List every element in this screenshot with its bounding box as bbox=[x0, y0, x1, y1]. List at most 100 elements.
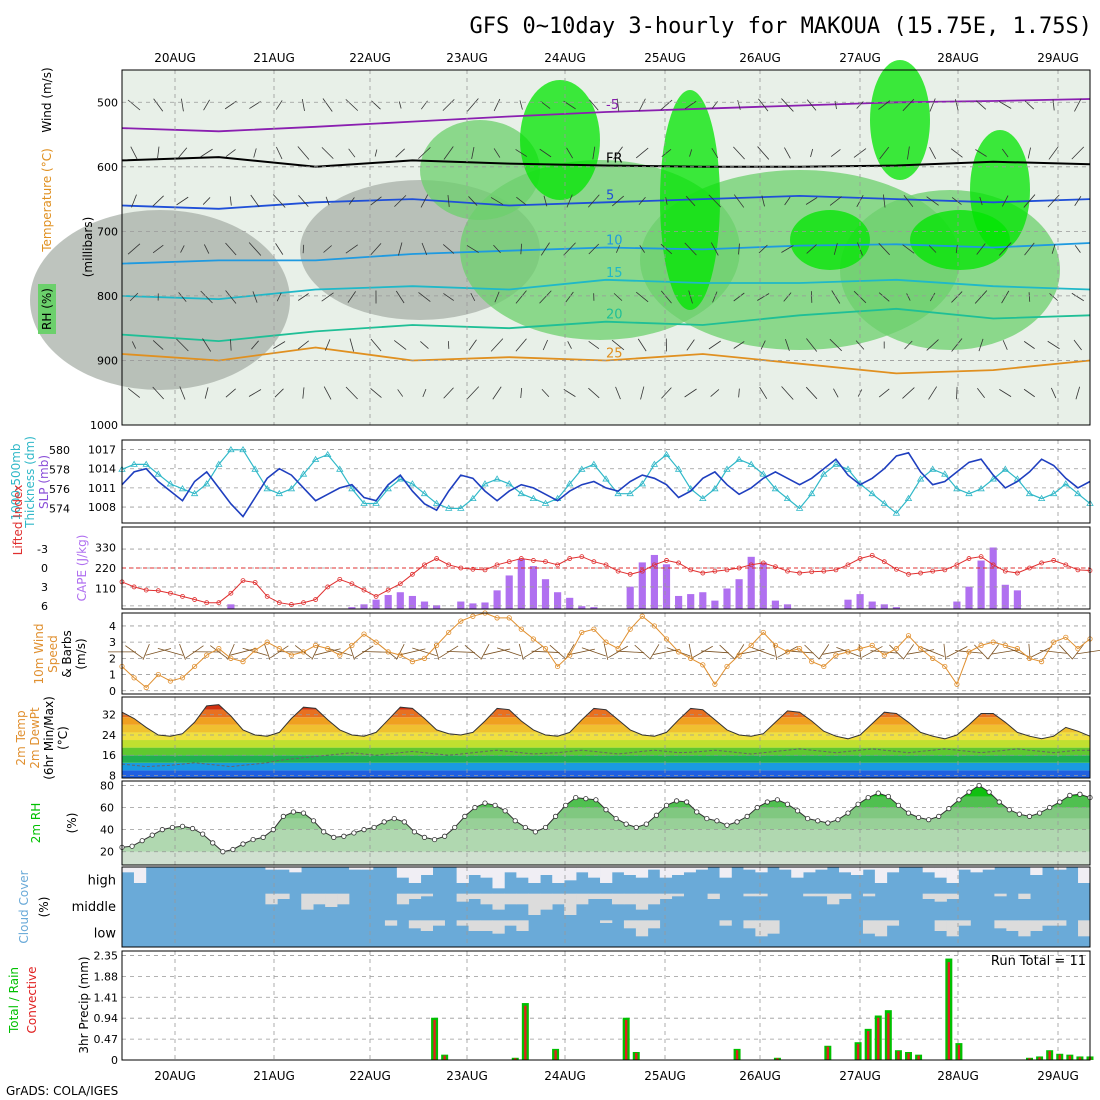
wind-point-27 bbox=[446, 629, 452, 636]
cape-bar-71 bbox=[977, 560, 985, 609]
ua-barb-0-2 bbox=[131, 194, 137, 208]
ua-barb-5-1 bbox=[253, 148, 257, 158]
ua-barb-3-5 bbox=[202, 338, 212, 352]
cape-bar-50 bbox=[723, 588, 731, 609]
thickness-point-79 bbox=[1074, 489, 1082, 497]
thickness-point-64 bbox=[892, 509, 901, 516]
rh-point-47 bbox=[593, 797, 599, 803]
cloud-high-80 bbox=[1078, 867, 1091, 883]
cloud-middle-57 bbox=[803, 893, 816, 897]
wind-barb-44 bbox=[649, 644, 660, 660]
ua-y-tick-2: 700 bbox=[97, 225, 118, 238]
cape-bar-72 bbox=[989, 547, 997, 609]
isotherm-label-6: 25 bbox=[606, 346, 623, 361]
conv-bar-77 bbox=[897, 1051, 900, 1060]
wind-point-28 bbox=[458, 618, 464, 624]
lifted-point-52 bbox=[748, 562, 754, 568]
lifted-point-76 bbox=[1039, 560, 1044, 566]
cloud-middle-41 bbox=[611, 893, 625, 905]
lifted-point-13 bbox=[276, 600, 282, 606]
thickness-point-31 bbox=[493, 475, 501, 482]
ua-barb-18-1 bbox=[566, 147, 574, 159]
lifted-point-10 bbox=[240, 578, 246, 584]
ua-barb-3-3 bbox=[203, 244, 210, 254]
ua-barb-4-4 bbox=[225, 290, 237, 304]
wind-point-34 bbox=[530, 636, 537, 642]
cloud-high-36 bbox=[552, 867, 565, 883]
thickness-point-78 bbox=[1062, 480, 1070, 487]
cloud-high-70 bbox=[958, 867, 971, 870]
ua-barb-15-5 bbox=[490, 338, 504, 352]
cape-bar-26 bbox=[433, 605, 441, 609]
cloud-low-30 bbox=[480, 920, 493, 931]
wind-point-68 bbox=[942, 663, 948, 670]
conv-bar-70 bbox=[826, 1046, 829, 1060]
ua-barb-16-3 bbox=[520, 243, 522, 255]
cloud-low-31 bbox=[492, 920, 505, 934]
ua-barb-31-0 bbox=[878, 100, 891, 110]
cape-bar-47 bbox=[687, 594, 695, 609]
cloud-ylabel: Cloud Cover bbox=[17, 870, 31, 943]
cloud-high-67 bbox=[922, 867, 935, 873]
thickness-point-68 bbox=[941, 470, 949, 477]
ua-barb-3-4 bbox=[200, 290, 213, 304]
rh-point-90 bbox=[1026, 813, 1033, 819]
wind-barb-78 bbox=[1058, 644, 1073, 660]
wind-point-65 bbox=[905, 633, 912, 639]
cloud-high-63 bbox=[874, 867, 888, 883]
rh-point-56 bbox=[684, 799, 690, 805]
thickness-point-17 bbox=[323, 450, 332, 458]
cape-bar-37 bbox=[566, 597, 574, 609]
cape-bar-62 bbox=[868, 601, 876, 609]
rh-point-64 bbox=[764, 799, 770, 805]
conv-bar-95 bbox=[1078, 1057, 1082, 1060]
bottom-x-tick-7: 27AUG bbox=[839, 1069, 881, 1083]
lifted-point-36 bbox=[555, 562, 560, 568]
rh-unit-line-0: (%) bbox=[65, 813, 79, 834]
cape-tick-0: 110 bbox=[95, 583, 116, 596]
cape-tick-2: 330 bbox=[95, 542, 116, 555]
ua-barb-31-3 bbox=[878, 242, 890, 256]
wind-barb-31 bbox=[483, 648, 511, 656]
rh-tick-2: 60 bbox=[100, 802, 114, 815]
wind-point-3 bbox=[155, 671, 161, 678]
wind-point-14 bbox=[288, 652, 294, 658]
rh-point-72 bbox=[845, 810, 851, 816]
wind-point-58 bbox=[821, 663, 827, 670]
top-x-tick-2: 22AUG bbox=[349, 51, 391, 65]
cloud-high-42 bbox=[623, 867, 637, 875]
ua-barb-12-1 bbox=[418, 147, 431, 159]
ua-barb-32-1 bbox=[907, 146, 910, 160]
cape-bar-20 bbox=[360, 604, 368, 609]
ua-barb-39-6 bbox=[1075, 386, 1081, 400]
wind-point-62 bbox=[869, 642, 875, 649]
ua-barb-11-2 bbox=[394, 195, 407, 207]
conv-bar-94 bbox=[1068, 1055, 1071, 1060]
precip-tick-1: 0.47 bbox=[94, 1033, 119, 1046]
wind-barb-8 bbox=[210, 645, 228, 659]
rh-patch-6 bbox=[520, 80, 600, 200]
cloud-middle-25 bbox=[420, 893, 434, 897]
cloud-high-34 bbox=[528, 867, 541, 883]
rh-patch-9 bbox=[790, 210, 870, 270]
ua-y-tick-3: 800 bbox=[97, 290, 118, 303]
thickness-point-25 bbox=[420, 489, 429, 497]
ua-barb-2-1 bbox=[177, 147, 188, 159]
temp-band-4 bbox=[122, 740, 1090, 748]
precip-legend-conv-line-0: Convective bbox=[25, 967, 39, 1034]
lifted-point-11 bbox=[252, 580, 258, 585]
wind-barb-76 bbox=[1030, 646, 1053, 658]
rh-point-83 bbox=[956, 797, 962, 803]
ua-barb-32-6 bbox=[902, 387, 915, 399]
thickness-point-14 bbox=[287, 485, 296, 492]
cloud-high-44 bbox=[647, 867, 661, 870]
precip-ylabel-line-0: 3hr Precip (mm) bbox=[77, 956, 91, 1053]
cloud-high-24 bbox=[408, 867, 422, 883]
wind-point-31 bbox=[494, 615, 500, 621]
ua-barb-35-4 bbox=[974, 290, 988, 304]
cloud-high-50 bbox=[719, 867, 732, 878]
wind-barb-48 bbox=[692, 645, 713, 658]
isotherm-label-2: 5 bbox=[606, 188, 614, 203]
thickness-point-18 bbox=[336, 465, 344, 472]
rh-point-22 bbox=[341, 833, 347, 839]
